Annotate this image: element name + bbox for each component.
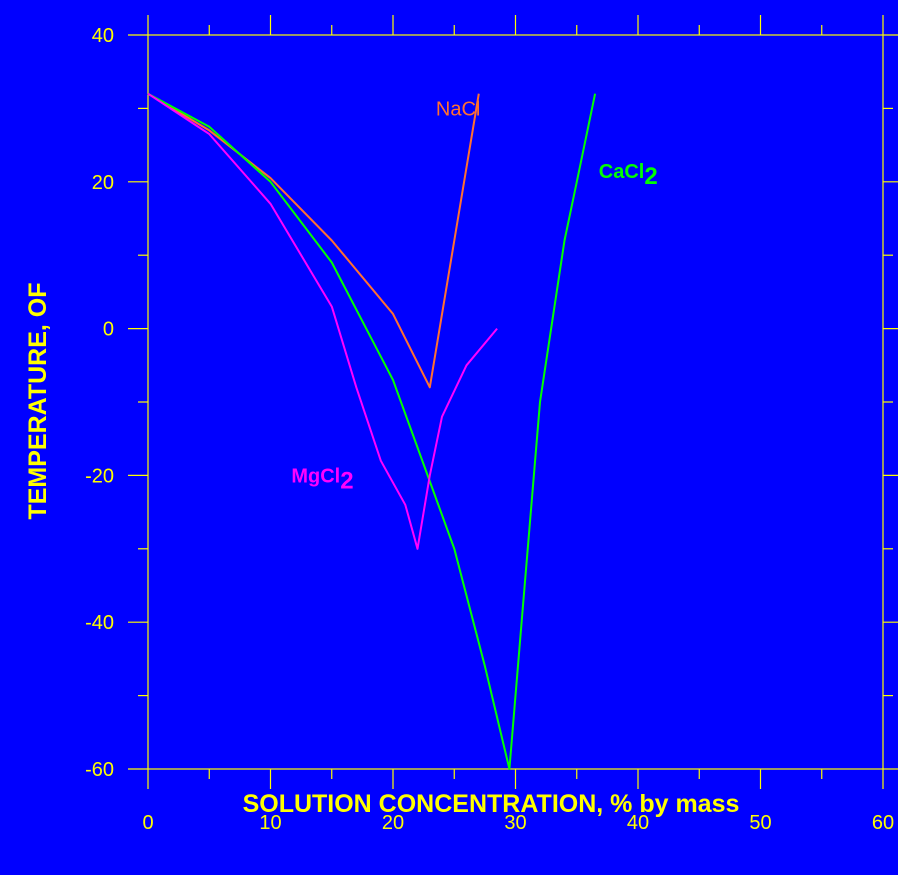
x-tick-label: 60 xyxy=(872,812,894,834)
plot-area xyxy=(147,34,884,770)
y-tick-label: 20 xyxy=(92,172,114,194)
series-line-cacl2 xyxy=(147,92,597,770)
y-tick-label: -20 xyxy=(85,465,114,487)
y-tick-label: 0 xyxy=(103,319,114,341)
series-line-mgcl2 xyxy=(147,92,498,550)
series-label-nacl: NaCl xyxy=(436,99,480,121)
x-tick-label: 40 xyxy=(627,812,649,834)
series-label-mgcl2: MgCl2 xyxy=(291,466,353,495)
x-axis-title: SOLUTION CONCENTRATION, % by mass xyxy=(243,790,740,818)
x-tick-label: 20 xyxy=(382,812,404,834)
x-tick-label: 50 xyxy=(749,812,771,834)
x-tick-label: 30 xyxy=(504,812,526,834)
series-label-cacl2: CaCl2 xyxy=(599,161,658,190)
y-tick-label: -40 xyxy=(85,612,114,634)
series-line-nacl xyxy=(147,92,480,389)
x-tick-label: 0 xyxy=(142,812,153,834)
tick-labels-group: 0 10 20 30 40 50 60 40 20 0 -20 -40 -60 xyxy=(85,25,894,834)
series-lines-group xyxy=(147,92,597,770)
ticks-group xyxy=(128,15,898,789)
y-axis-title: TEMPERATURE, OF xyxy=(24,282,52,519)
y-tick-label: -60 xyxy=(85,759,114,781)
y-tick-label: 40 xyxy=(92,25,114,47)
x-tick-label: 10 xyxy=(259,812,281,834)
series-labels-group: NaCl CaCl2 MgCl2 xyxy=(291,99,657,495)
